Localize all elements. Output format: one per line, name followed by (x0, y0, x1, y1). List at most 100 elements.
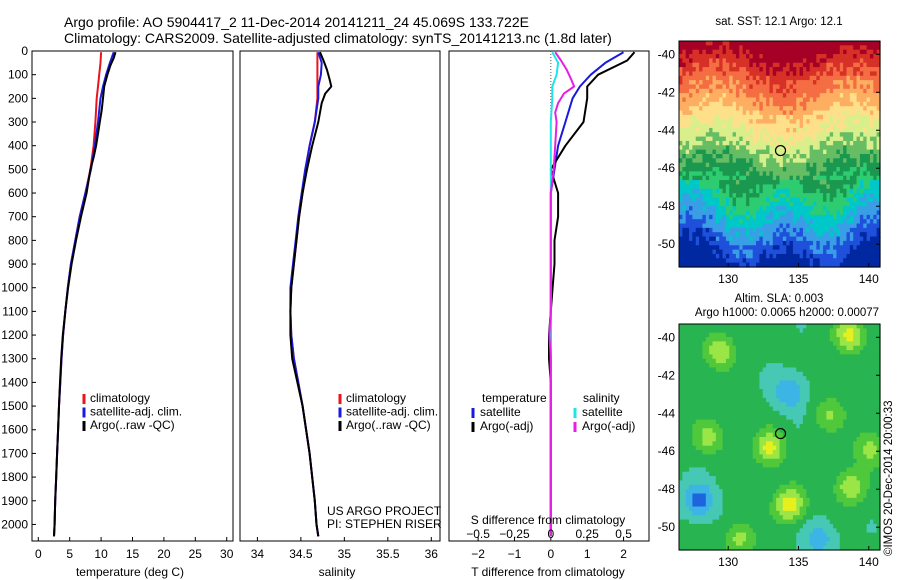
map-cell (712, 171, 717, 177)
map-cell (732, 402, 737, 408)
map-cell (836, 441, 841, 447)
map-cell (685, 406, 690, 412)
map-cell (709, 180, 714, 186)
map-cell (742, 341, 747, 347)
map-cell (682, 210, 687, 216)
map-cell (856, 123, 861, 129)
map-cell (782, 106, 787, 112)
map-cell (796, 119, 801, 125)
map-cell (762, 188, 767, 194)
map-cell (689, 127, 693, 133)
map-cell (826, 88, 831, 94)
map-cell (766, 410, 771, 416)
map-cell (746, 201, 750, 207)
map-cell (863, 367, 868, 373)
map-cell (756, 432, 760, 438)
map-cell (779, 384, 784, 390)
map-cell (735, 114, 740, 120)
map-cell (829, 97, 834, 103)
map-cell (873, 345, 878, 351)
map-cell (866, 201, 871, 207)
map-cell (799, 140, 804, 146)
map-cell (789, 227, 794, 233)
map-cell (776, 384, 781, 390)
map-cell (682, 245, 687, 251)
map-cell (843, 154, 848, 159)
map-cell (705, 132, 710, 138)
map-cell (809, 184, 814, 190)
map-cell (695, 62, 700, 68)
map-cell (699, 406, 704, 412)
map-cell (685, 75, 690, 81)
map-cell (725, 350, 730, 356)
map-cell (739, 354, 744, 360)
map-cell (809, 119, 814, 125)
map-cell (682, 219, 687, 225)
map-cell (836, 110, 841, 116)
map-cell (746, 145, 750, 151)
series-line-argo-raw-qc- (289, 51, 333, 537)
map-cell (725, 62, 730, 68)
map-cell (846, 58, 851, 64)
map-cell (782, 67, 787, 73)
map-cell (732, 54, 737, 59)
map-cell (863, 93, 868, 99)
map-cell (813, 171, 817, 177)
map-cell (789, 106, 794, 112)
map-cell (766, 232, 771, 238)
map-cell (853, 236, 858, 242)
map-cell (732, 114, 737, 120)
map-cell (749, 389, 754, 395)
map-cell (746, 54, 750, 59)
map-cell (702, 180, 707, 186)
map-cell (863, 432, 868, 438)
map-cell (735, 167, 740, 172)
map-cell (856, 101, 861, 107)
map-cell (746, 354, 750, 360)
map-cell (823, 119, 827, 125)
map-cell (843, 110, 848, 116)
map-cell (682, 262, 687, 268)
map-cell (853, 253, 858, 259)
map-cell (799, 384, 804, 390)
map-cell (813, 384, 817, 390)
map-cell (702, 350, 707, 356)
map-cell (732, 345, 737, 351)
map-cell (826, 341, 831, 347)
map-cell (746, 188, 750, 194)
map-cell (799, 127, 804, 133)
map-cell (816, 93, 821, 99)
map-cell (679, 441, 683, 447)
map-cell (679, 93, 683, 99)
map-cell (792, 41, 797, 46)
map-cell (719, 114, 724, 120)
map-cell (719, 84, 724, 90)
map-cell (786, 410, 791, 416)
map-cell (873, 358, 878, 364)
map-cell (679, 75, 683, 81)
map-cell (715, 154, 720, 159)
s-tick-label-4: 0.5 (615, 527, 632, 541)
map-cell (792, 262, 797, 268)
map-cell (702, 345, 707, 351)
map-cell (816, 402, 821, 408)
map-cell (853, 428, 858, 434)
map-cell (715, 123, 720, 129)
map-cell (685, 214, 690, 220)
map-cell (809, 358, 814, 364)
map-cell (732, 184, 737, 190)
map-cell (689, 236, 693, 242)
map-cell (685, 367, 690, 373)
map-cell (816, 97, 821, 103)
map-cell (695, 441, 700, 447)
map-cell (695, 123, 700, 129)
map-cell (685, 223, 690, 229)
map-cell (836, 206, 841, 212)
map-cell (739, 145, 744, 151)
map-cell (809, 114, 814, 120)
map-cell (849, 415, 854, 421)
map-cell (826, 324, 831, 329)
map-cell (776, 380, 781, 386)
map-cell (769, 132, 774, 138)
map-cell (756, 93, 760, 99)
